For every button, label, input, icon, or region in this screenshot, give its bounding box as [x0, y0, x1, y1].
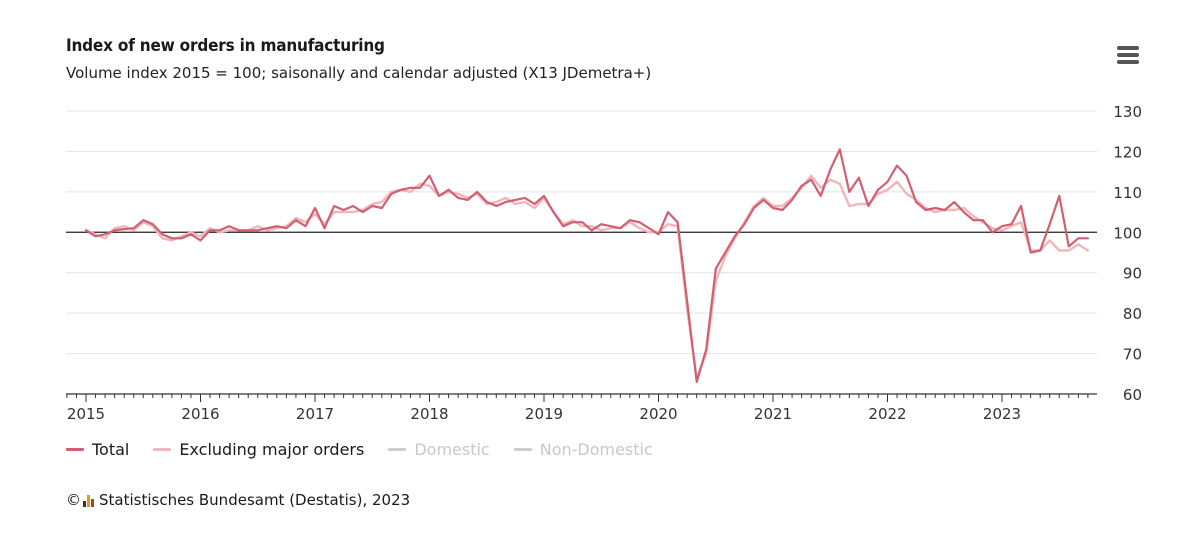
legend-label-excluding-major-orders: Excluding major orders	[179, 440, 365, 459]
x-axis: 2015 2016 2017 2018 2019 2020 2021 2022 2023	[66, 393, 1097, 423]
chart-subtitle: Volume index 2015 = 100; saisonally and …	[66, 64, 652, 82]
x-tick-label: 2022	[868, 405, 906, 423]
legend-label-domestic: Domestic	[414, 440, 490, 459]
x-tick-label: 2016	[181, 405, 219, 423]
x-tick-label: 2019	[525, 405, 563, 423]
y-tick-label: 130	[1113, 103, 1142, 121]
copyright-symbol: ©	[66, 491, 81, 509]
legend-swatch-total	[66, 448, 84, 451]
legend-swatch-excluding-major-orders	[153, 448, 172, 451]
grid-lines	[66, 110, 1097, 355]
series-line-total[interactable]	[84, 148, 1090, 383]
series-line-excluding-major-orders[interactable]	[84, 174, 1090, 379]
x-tick-label: 2021	[754, 405, 792, 423]
legend-item-non-domestic[interactable]: Non-Domestic	[513, 440, 653, 459]
legend: Total Excluding major orders Domestic No…	[66, 440, 677, 459]
y-tick-label: 90	[1123, 265, 1142, 283]
y-tick-label: 80	[1123, 305, 1142, 323]
x-tick-label: 2015	[67, 405, 105, 423]
legend-label-total: Total	[92, 440, 130, 459]
destatis-logo-icon	[83, 494, 95, 507]
x-tick-label: 2023	[983, 405, 1021, 423]
y-tick-label: 100	[1113, 224, 1142, 242]
series-lines	[84, 148, 1090, 383]
x-tick-label: 2018	[410, 405, 448, 423]
source-credit: © Statistisches Bundesamt (Destatis), 20…	[66, 491, 410, 509]
x-tick-label: 2017	[296, 405, 334, 423]
y-tick-label: 60	[1123, 386, 1142, 404]
legend-item-domestic[interactable]: Domestic	[388, 440, 490, 459]
y-tick-label: 110	[1113, 184, 1142, 202]
legend-swatch-domestic	[388, 448, 407, 451]
hamburger-menu-icon[interactable]	[1116, 44, 1140, 66]
y-tick-label: 120	[1113, 143, 1142, 161]
x-tick-label: 2020	[639, 405, 677, 423]
chart-title: Index of new orders in manufacturing	[66, 36, 385, 56]
legend-item-excluding-major-orders[interactable]: Excluding major orders	[153, 440, 364, 459]
legend-swatch-non-domestic	[513, 448, 532, 451]
y-tick-label: 70	[1123, 346, 1142, 364]
legend-item-total[interactable]: Total	[66, 440, 129, 459]
y-axis: 60 70 80 90 100 110 120 130	[1113, 103, 1142, 404]
credit-text: Statistisches Bundesamt (Destatis), 2023	[99, 491, 411, 509]
legend-label-non-domestic: Non-Domestic	[539, 440, 653, 459]
